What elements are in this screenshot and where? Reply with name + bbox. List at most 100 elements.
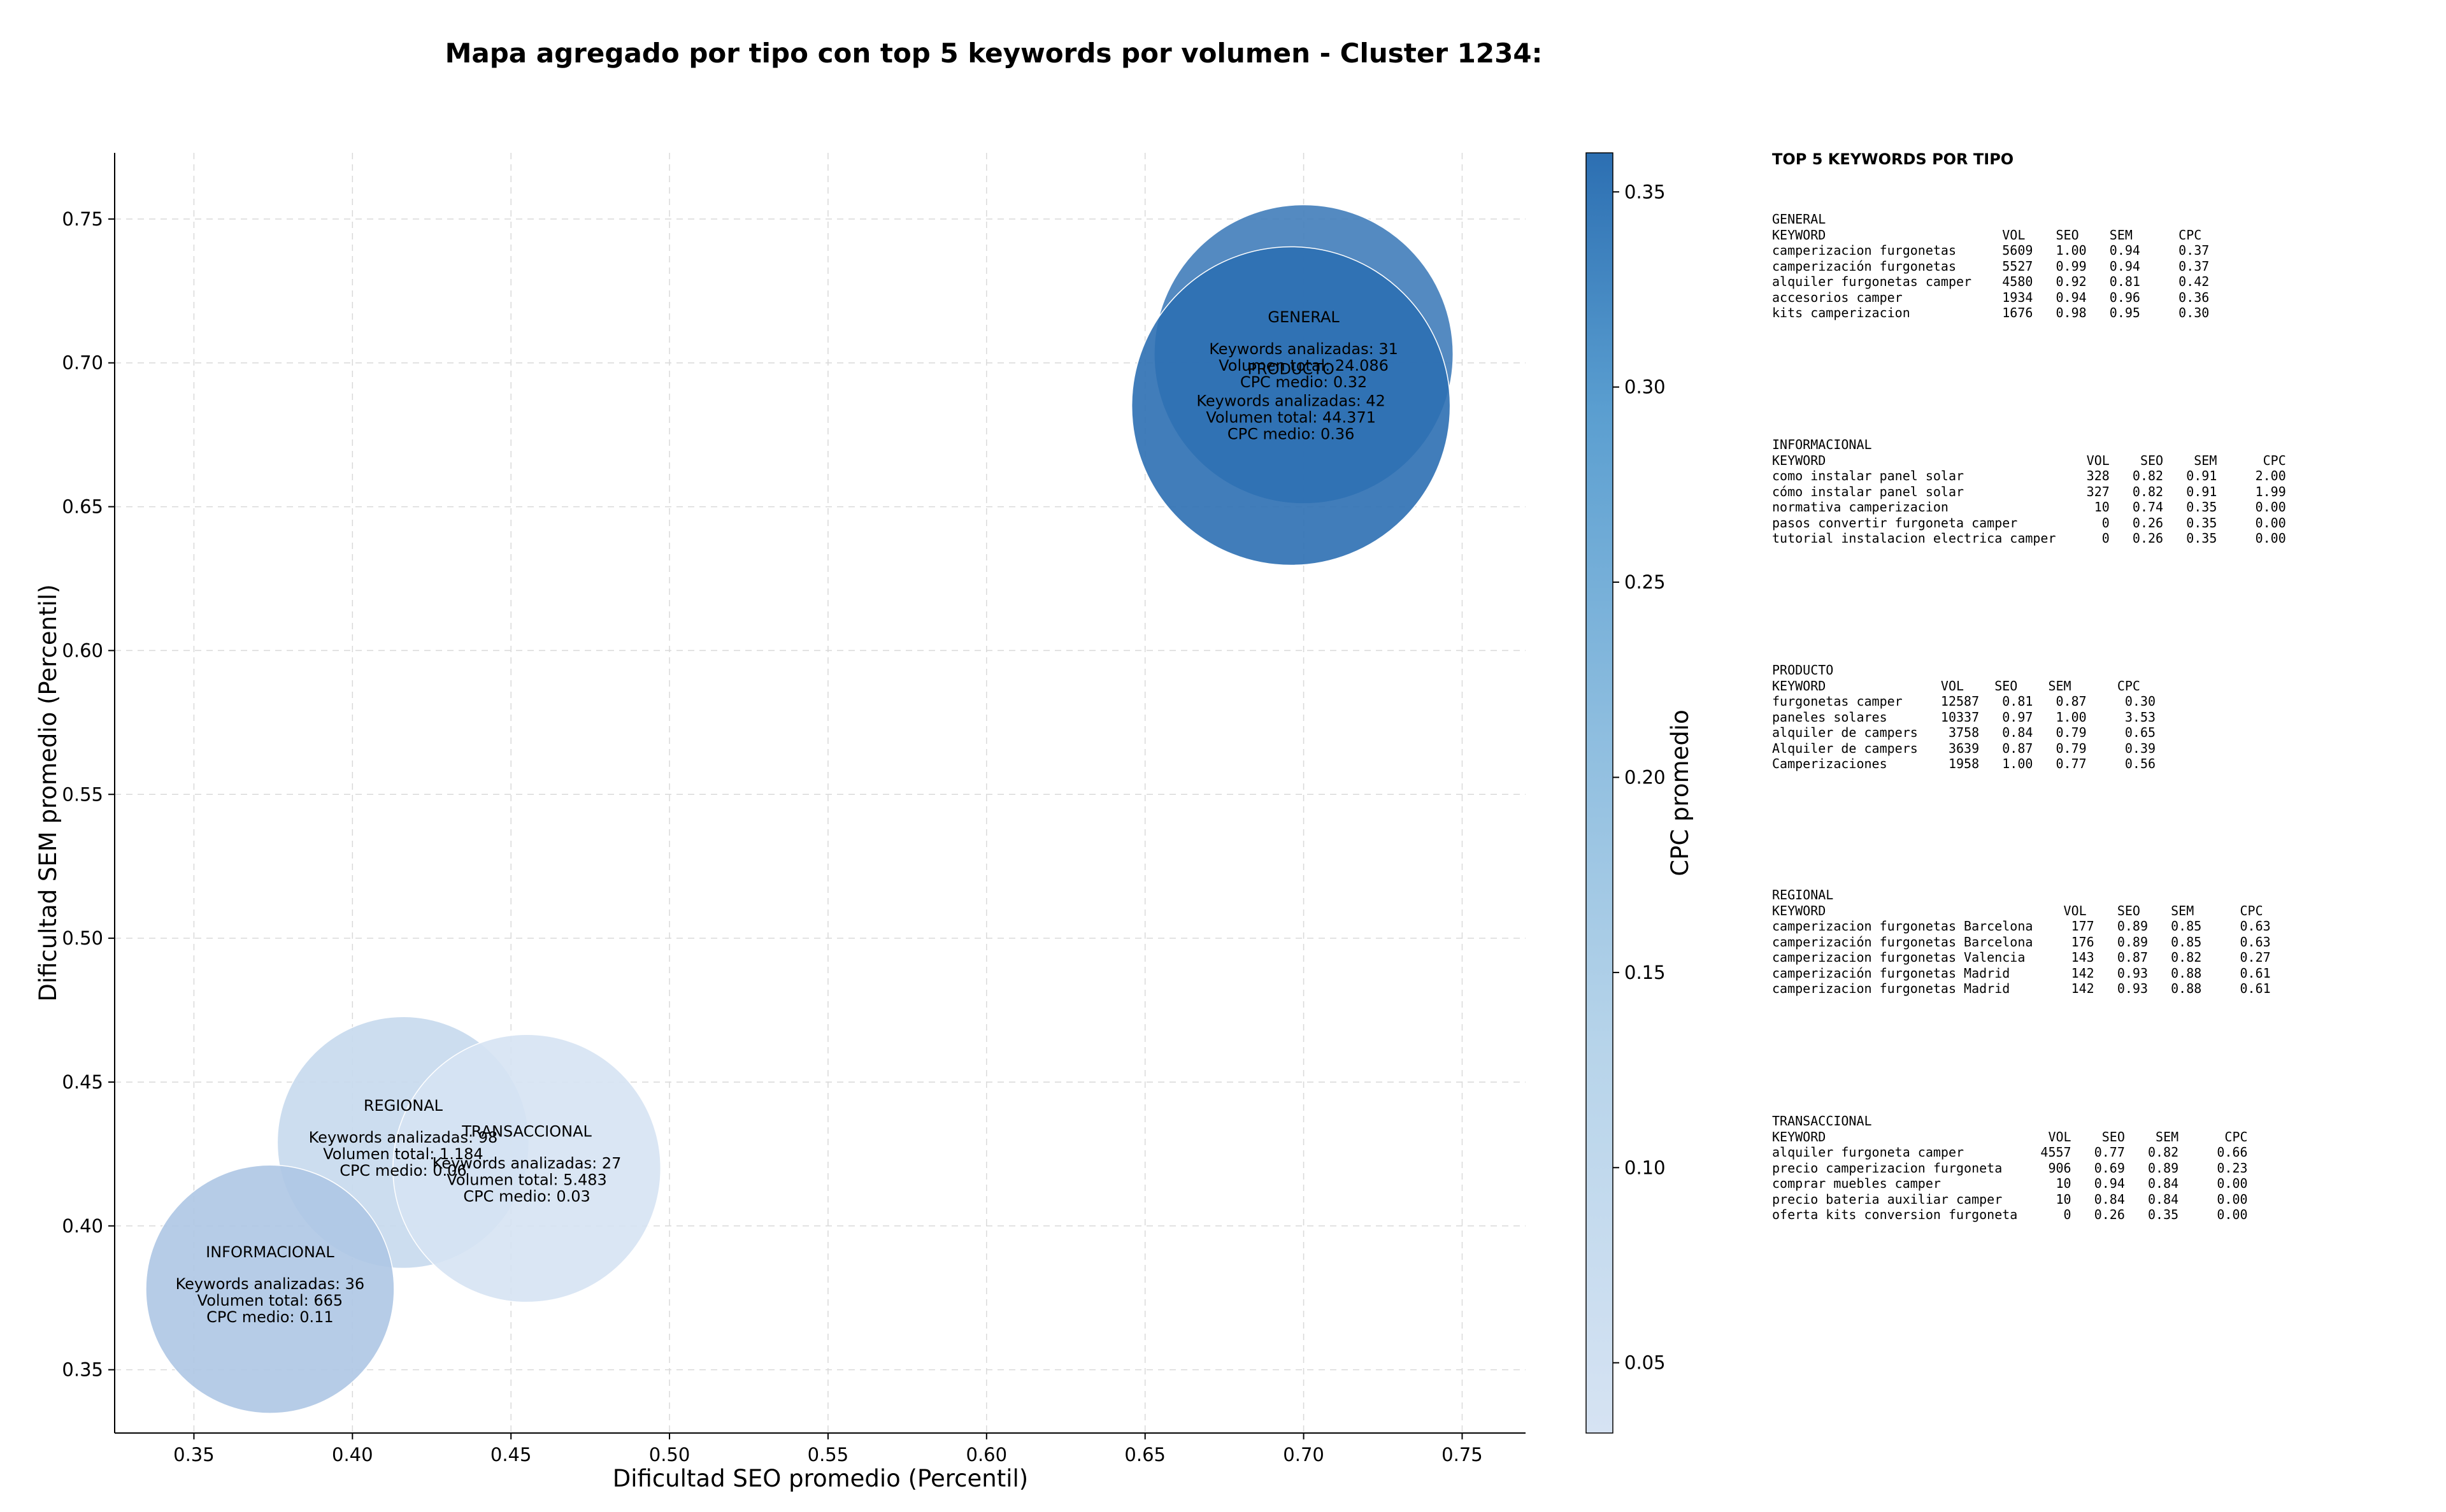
- y-ticks: 0.35 0.40 0.45 0.50 0.55 0.60 0.65 0.70 0.75: [62, 208, 115, 1381]
- keyword-table-header: KEYWORD VOL SEO SEM CPC: [1772, 227, 2202, 243]
- keyword-table-row: Alquiler de campers 3639 0.87 0.79 0.39: [1772, 740, 2156, 756]
- x-tick-label: 0.50: [649, 1444, 690, 1466]
- y-tick-label: 0.55: [62, 783, 103, 805]
- keyword-table-row: alquiler furgonetas camper 4580 0.92 0.8…: [1772, 274, 2210, 289]
- colorbar-ticks: 0.05 0.10 0.15 0.20 0.25 0.30 0.35: [1613, 181, 1666, 1374]
- keyword-table-row: furgonetas camper 12587 0.81 0.87 0.30: [1772, 694, 2156, 709]
- keyword-table-row: kits camperizacion 1676 0.98 0.95 0.30: [1772, 305, 2210, 320]
- y-tick-label: 0.70: [62, 352, 103, 374]
- keyword-table-header: KEYWORD VOL SEO SEM CPC: [1772, 1129, 2248, 1145]
- colorbar-tick-label: 0.20: [1624, 766, 1666, 788]
- keyword-block-title: GENERAL: [1772, 211, 1826, 227]
- bubbles: REGIONAL Keywords analizadas: 98 Volumen t…: [145, 204, 1454, 1414]
- keyword-block-title: INFORMACIONAL: [1772, 437, 1872, 452]
- keyword-table-row: como instalar panel solar 328 0.82 0.91 …: [1772, 468, 2286, 483]
- keyword-block-title: PRODUCTO: [1772, 662, 1834, 678]
- keyword-table-row: camperizacion furgonetas Barcelona 177 0…: [1772, 918, 2271, 934]
- bubble-label-cpc-label: CPC medio: 0.36: [1227, 425, 1355, 443]
- keyword-table-row: precio camperizacion furgoneta 906 0.69 …: [1772, 1160, 2248, 1176]
- colorbar-tick-label: 0.35: [1624, 181, 1666, 203]
- keyword-block-regional: REGIONAL KEYWORD VOL SEO SEM CPC camperiza…: [1772, 887, 2271, 997]
- x-tick-label: 0.75: [1441, 1444, 1483, 1466]
- bubble-label-keywords-label: Keywords analizadas: 42: [1196, 392, 1385, 410]
- colorbar-gradient: [1585, 152, 1613, 1434]
- bubble-label-tipo: PRODUCTO: [1247, 360, 1334, 378]
- bubble-label-volume-label: Volumen total: 44.371: [1206, 408, 1376, 426]
- x-tick-label: 0.55: [808, 1444, 849, 1466]
- keyword-table-row: camperizacion furgonetas Madrid 142 0.93…: [1772, 981, 2271, 996]
- bubble-label-keywords-label: Keywords analizadas: 27: [433, 1154, 622, 1172]
- keyword-block-general: GENERAL KEYWORD VOL SEO SEM CPC camperizac…: [1772, 211, 2209, 321]
- keyword-block-producto: PRODUCTO KEYWORD VOL SEO SEM CPC furgoneta…: [1772, 662, 2156, 772]
- colorbar-label: CPC promedio: [1666, 710, 1694, 876]
- keyword-table-row: camperización furgonetas Madrid 142 0.93…: [1772, 965, 2271, 981]
- keyword-table-header: KEYWORD VOL SEO SEM CPC: [1772, 678, 2140, 694]
- bubble-label-cpc-label: CPC medio: 0.06: [340, 1162, 467, 1180]
- keyword-table-row: comprar muebles camper 10 0.94 0.84 0.00: [1772, 1176, 2248, 1191]
- keyword-table-row: pasos convertir furgoneta camper 0 0.26 …: [1772, 515, 2286, 531]
- bubble-label-volume-label: Volumen total: 24.086: [1219, 357, 1389, 374]
- keyword-table-row: camperización furgonetas 5527 0.99 0.94 …: [1772, 258, 2210, 274]
- y-tick-label: 0.75: [62, 208, 103, 230]
- keyword-table-row: camperizacion furgonetas 5609 1.00 0.94 …: [1772, 243, 2210, 258]
- bubble-label-cpc-label: CPC medio: 0.03: [463, 1187, 590, 1205]
- keyword-block-title: REGIONAL: [1772, 887, 1834, 902]
- keyword-table-row: camperizacion furgonetas Valencia 143 0.…: [1772, 950, 2271, 965]
- bubble-informacional: [145, 1164, 395, 1414]
- keywords-panel-heading: TOP 5 KEYWORDS POR TIPO: [1772, 150, 2014, 168]
- keyword-table-header: KEYWORD VOL SEO SEM CPC: [1772, 902, 2263, 918]
- keyword-table-row: Camperizaciones 1958 1.00 0.77 0.56: [1772, 756, 2156, 771]
- keyword-block-transaccional: TRANSACCIONAL KEYWORD VOL SEO SEM CPC alqu…: [1772, 1113, 2248, 1223]
- bubble-producto: [1131, 246, 1451, 566]
- chart-title: Mapa agregado por tipo con top 5 keyword…: [445, 38, 1543, 69]
- y-axis-label: Dificultad SEM promedio (Percentil): [34, 584, 62, 1001]
- keyword-block-informacional: INFORMACIONAL KEYWORD VOL SEO SEM CPC como…: [1772, 437, 2286, 546]
- bubble-label-tipo: INFORMACIONAL: [206, 1243, 334, 1261]
- keyword-table-row: normativa camperizacion 10 0.74 0.35 0.0…: [1772, 499, 2286, 515]
- bubble-label-cpc-label: CPC medio: 0.11: [206, 1308, 334, 1326]
- bubble-label-tipo: TRANSACCIONAL: [461, 1122, 592, 1140]
- keyword-block-title: TRANSACCIONAL: [1772, 1113, 1872, 1129]
- keyword-table-row: paneles solares 10337 0.97 1.00 3.53: [1772, 709, 2156, 725]
- bubble-transaccional: [392, 1034, 662, 1303]
- keyword-table-header: KEYWORD VOL SEO SEM CPC: [1772, 452, 2286, 468]
- bubble-label-volume-label: Volumen total: 5.483: [447, 1171, 606, 1188]
- keyword-table-row: cómo instalar panel solar 327 0.82 0.91 …: [1772, 483, 2286, 499]
- y-tick-label: 0.60: [62, 639, 103, 661]
- colorbar-tick-label: 0.05: [1624, 1352, 1666, 1374]
- keyword-table-row: accesorios camper 1934 0.94 0.96 0.36: [1772, 289, 2210, 305]
- keyword-table-row: alquiler de campers 3758 0.84 0.79 0.65: [1772, 725, 2156, 740]
- x-tick-label: 0.60: [966, 1444, 1008, 1466]
- x-ticks: 0.35 0.40 0.45 0.50 0.55 0.60 0.65 0.70 0.75: [173, 1433, 1483, 1466]
- x-tick-label: 0.40: [332, 1444, 373, 1466]
- keyword-table-row: alquiler furgoneta camper 4557 0.77 0.82…: [1772, 1145, 2248, 1160]
- y-tick-label: 0.65: [62, 496, 103, 518]
- x-tick-label: 0.35: [173, 1444, 215, 1466]
- keyword-table-row: camperización furgonetas Barcelona 176 0…: [1772, 934, 2271, 950]
- y-tick-label: 0.35: [62, 1359, 103, 1381]
- colorbar-tick-label: 0.30: [1624, 376, 1666, 398]
- bubble-label-tipo: REGIONAL: [364, 1097, 443, 1115]
- x-axis-label: Dificultad SEO promedio (Percentil): [613, 1465, 1028, 1492]
- bubble-label-keywords-label: Keywords analizadas: 98: [309, 1129, 498, 1146]
- bubble-label-keywords-label: Keywords analizadas: 36: [176, 1275, 365, 1293]
- keyword-table-row: precio bateria auxiliar camper 10 0.84 0…: [1772, 1191, 2248, 1207]
- axes: [114, 153, 1526, 1434]
- y-tick-label: 0.45: [62, 1071, 103, 1093]
- keyword-table-row: oferta kits conversion furgoneta 0 0.26 …: [1772, 1207, 2248, 1222]
- y-tick-label: 0.50: [62, 927, 103, 949]
- x-tick-label: 0.45: [490, 1444, 532, 1466]
- bubble-label-tipo: GENERAL: [1268, 308, 1340, 326]
- colorbar-tick-label: 0.25: [1624, 571, 1666, 593]
- x-tick-label: 0.65: [1124, 1444, 1166, 1466]
- colorbar: [1585, 152, 1613, 1434]
- x-tick-label: 0.70: [1283, 1444, 1324, 1466]
- bubble-label-keywords-label: Keywords analizadas: 31: [1209, 340, 1398, 358]
- bubble-label-volume-label: Volumen total: 665: [197, 1292, 343, 1309]
- y-tick-label: 0.40: [62, 1215, 103, 1237]
- keyword-table-row: tutorial instalacion electrica camper 0 …: [1772, 531, 2286, 546]
- bubble-label-cpc-label: CPC medio: 0.32: [1240, 373, 1368, 391]
- keywords-panel: TOP 5 KEYWORDS POR TIPO GENERAL KEYWORD V…: [1772, 150, 2422, 1222]
- colorbar-tick-label: 0.10: [1624, 1157, 1666, 1178]
